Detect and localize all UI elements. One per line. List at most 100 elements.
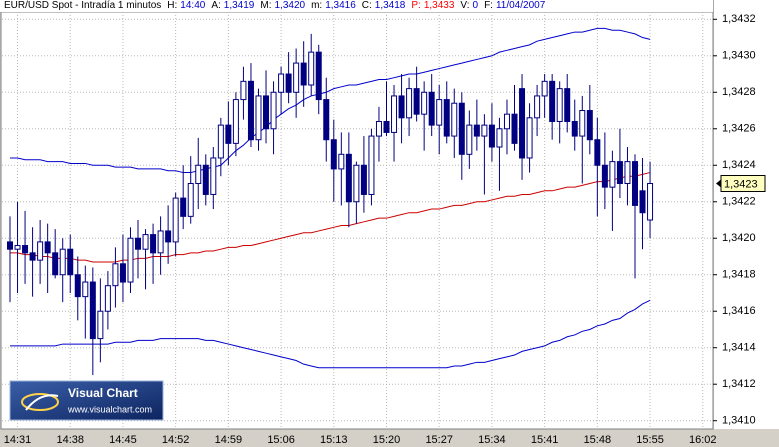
candle-body bbox=[202, 164, 209, 195]
plot-area bbox=[0, 11, 714, 430]
candles bbox=[7, 33, 654, 376]
candle-body bbox=[534, 95, 541, 119]
x-tick-label: 14:38 bbox=[56, 434, 84, 446]
candle-body bbox=[526, 117, 533, 159]
x-tick-label: 14:59 bbox=[215, 434, 243, 446]
candle-body bbox=[564, 88, 571, 122]
candle-body bbox=[59, 248, 66, 276]
logo-icon bbox=[21, 393, 59, 411]
candle-body bbox=[368, 135, 375, 195]
candle-body bbox=[44, 241, 51, 254]
y-tick-label: 1,3426 bbox=[722, 123, 756, 135]
header-value: 1,3420 bbox=[274, 0, 306, 11]
candle-body bbox=[82, 281, 89, 298]
x-tick-label: 14:45 bbox=[109, 434, 137, 446]
candle-body bbox=[150, 234, 157, 254]
candle-body bbox=[488, 124, 495, 148]
candle-body bbox=[142, 234, 149, 250]
candle-body bbox=[519, 88, 526, 159]
candle-body bbox=[278, 73, 285, 93]
candle-body bbox=[52, 252, 59, 276]
candle-body bbox=[127, 237, 134, 283]
candle-body bbox=[195, 164, 202, 185]
indicator-line bbox=[10, 27, 651, 174]
x-tick-label: 15:13 bbox=[320, 434, 348, 446]
candle-body bbox=[217, 124, 224, 159]
candle-body bbox=[323, 99, 330, 141]
price-tag-label: 1,3423 bbox=[724, 178, 758, 190]
indicator-line bbox=[10, 172, 651, 263]
y-tick-label: 1,3412 bbox=[722, 378, 756, 390]
x-tick-label: 15:34 bbox=[478, 434, 506, 446]
header-value: 1,3416 bbox=[325, 0, 356, 11]
logo-url: www.visualchart.com bbox=[67, 404, 152, 414]
candle-body bbox=[383, 120, 390, 133]
candle-body bbox=[119, 263, 126, 283]
header-label: C: bbox=[361, 0, 372, 11]
indicator-line bbox=[10, 299, 651, 369]
candle-body bbox=[443, 99, 450, 137]
y-tick-label: 1,3430 bbox=[722, 50, 756, 62]
candle-body bbox=[624, 161, 631, 185]
candle-body bbox=[481, 124, 488, 137]
candle-body bbox=[135, 237, 142, 250]
candle-body bbox=[375, 120, 382, 137]
candle-body bbox=[594, 139, 601, 166]
candle-body bbox=[579, 110, 586, 137]
candle-body bbox=[263, 95, 270, 130]
candle-body bbox=[14, 245, 21, 250]
header-label: m: bbox=[311, 0, 323, 11]
y-tick-label: 1,3416 bbox=[722, 305, 756, 317]
header: EUR/USD Spot - Intradía 1 minutos H: 14:40… bbox=[0, 0, 713, 12]
candle-body bbox=[338, 153, 345, 170]
candle-body bbox=[541, 80, 548, 97]
candle-body bbox=[180, 197, 187, 217]
candle-body bbox=[428, 91, 435, 126]
header-value: 1,3433 bbox=[423, 0, 455, 11]
candle-body bbox=[451, 102, 458, 137]
candle-body bbox=[391, 95, 398, 133]
candle-body bbox=[89, 281, 96, 340]
header-value: 1,3418 bbox=[374, 0, 406, 11]
candle-body bbox=[315, 51, 322, 101]
candle-body bbox=[436, 99, 443, 126]
candle-body bbox=[270, 91, 277, 130]
indicator-lines bbox=[10, 27, 651, 369]
candle-body bbox=[330, 139, 337, 170]
logo: Visual Chart www.visualchart.com bbox=[9, 380, 164, 421]
price-tag-arrow bbox=[716, 179, 721, 188]
candle-body bbox=[67, 248, 74, 276]
candle-body bbox=[353, 164, 360, 203]
header-label: M: bbox=[260, 0, 272, 11]
candle-body bbox=[639, 190, 646, 214]
x-tick-label: 15:55 bbox=[636, 434, 664, 446]
y-tick-label: 1,3414 bbox=[722, 342, 756, 354]
y-tick-label: 1,3432 bbox=[722, 13, 756, 25]
candle-body bbox=[496, 128, 503, 148]
candle-body bbox=[571, 120, 578, 137]
y-tick-label: 1,3420 bbox=[722, 232, 756, 244]
header-value: 11/04/2007 bbox=[495, 0, 546, 11]
header-label: V: bbox=[460, 0, 470, 11]
candle-body bbox=[22, 245, 29, 254]
candle-body bbox=[556, 88, 563, 122]
candle-body bbox=[172, 197, 179, 243]
x-tick-label: 14:31 bbox=[4, 434, 32, 446]
candle-body bbox=[503, 113, 510, 130]
candle-body bbox=[308, 51, 315, 86]
candle-body bbox=[225, 124, 232, 144]
y-tick-label: 1,3422 bbox=[722, 196, 756, 208]
candle-body bbox=[157, 230, 164, 254]
candle-body bbox=[293, 62, 300, 93]
candle-body bbox=[549, 80, 556, 122]
y-tick-label: 1,3424 bbox=[722, 159, 756, 171]
y-tick-label: 1,3418 bbox=[722, 269, 756, 281]
axes: 1,3410 1,3412 1,3414 1,3416 1,3418 1,3420 1,34… bbox=[4, 13, 766, 446]
x-tick-label: 15:06 bbox=[267, 434, 295, 446]
candle-body bbox=[345, 153, 352, 203]
candle-body bbox=[413, 88, 420, 115]
x-tick-label: 15:20 bbox=[373, 434, 401, 446]
header-label: A: bbox=[211, 0, 221, 11]
